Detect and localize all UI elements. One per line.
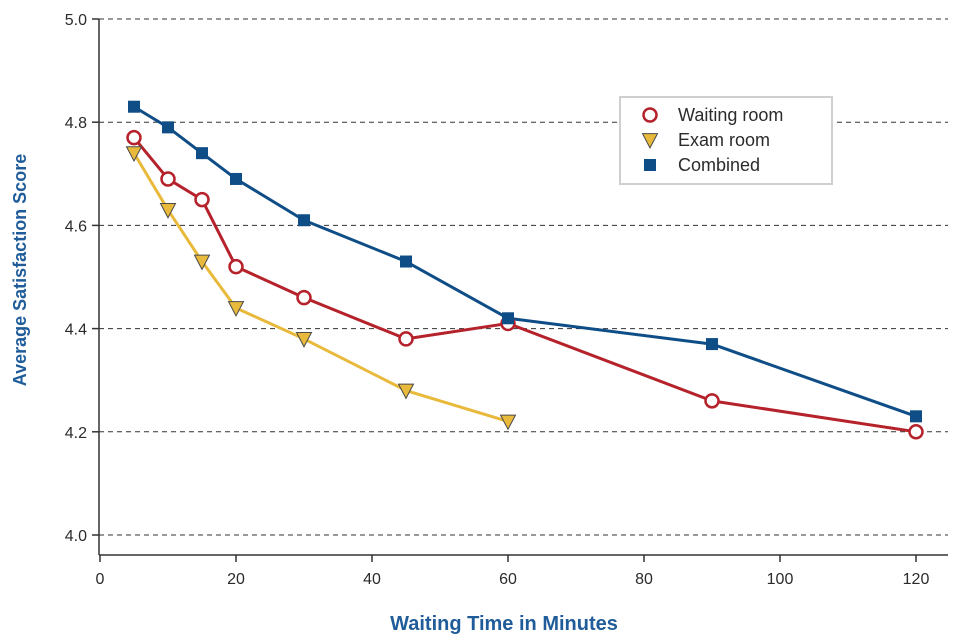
legend-label: Combined	[678, 155, 760, 175]
data-point	[908, 424, 924, 440]
x-tick-label: 20	[227, 571, 245, 588]
x-tick-label: 80	[635, 571, 653, 588]
y-tick-label: 5.0	[65, 12, 87, 29]
data-point	[227, 301, 245, 317]
data-point	[706, 338, 718, 351]
x-tick-label: 60	[499, 571, 517, 588]
axes	[92, 18, 948, 562]
series-markers-exam-room	[125, 146, 517, 431]
y-tick-label: 4.6	[65, 218, 87, 235]
data-point	[228, 258, 244, 275]
data-series	[125, 100, 924, 440]
legend-marker	[644, 159, 656, 171]
legend-label: Waiting room	[678, 105, 783, 125]
data-point	[196, 147, 208, 160]
x-tick-label: 0	[96, 571, 105, 588]
legend: Waiting room Exam room Combined	[619, 96, 833, 185]
data-point	[298, 214, 310, 227]
data-point	[400, 255, 412, 268]
data-point	[910, 410, 922, 423]
data-point	[230, 172, 242, 185]
x-tick-label: 100	[767, 571, 794, 588]
legend-marker	[642, 107, 658, 123]
y-tick-label: 4.8	[65, 115, 87, 132]
legend-label: Exam room	[678, 130, 770, 150]
legend-items: Waiting room Exam room Combined	[641, 105, 783, 175]
data-point	[295, 332, 313, 348]
x-tick-label: 120	[903, 571, 930, 588]
data-point	[194, 191, 210, 208]
data-point	[398, 331, 414, 347]
y-tick-label: 4.4	[65, 322, 87, 339]
legend-item: Combined	[644, 155, 760, 175]
legend-marker	[641, 133, 659, 149]
legend-item: Exam room	[641, 130, 770, 150]
x-axis-title: Waiting Time in Minutes	[390, 613, 618, 635]
data-point	[502, 312, 514, 325]
x-tick-label: 40	[363, 571, 381, 588]
data-point	[193, 254, 211, 271]
data-point	[162, 121, 174, 134]
series-markers-combined	[128, 100, 922, 423]
legend-item: Waiting room	[642, 105, 783, 125]
data-point	[160, 171, 176, 187]
data-point	[296, 289, 312, 306]
y-axis-title: Average Satisfaction Score	[10, 154, 30, 386]
data-point	[125, 146, 143, 163]
data-point	[397, 383, 415, 400]
data-point	[704, 393, 720, 409]
y-tick-label: 4.2	[65, 425, 87, 442]
y-tick-label: 4.0	[65, 528, 87, 545]
data-point	[126, 129, 142, 146]
data-point	[128, 100, 140, 113]
tick-labels: 4.0 4.2 4.4 4.6 4.8 5.0 0 20 40 60 80 100 120	[65, 12, 930, 588]
data-point	[159, 203, 177, 219]
data-point	[499, 414, 517, 431]
